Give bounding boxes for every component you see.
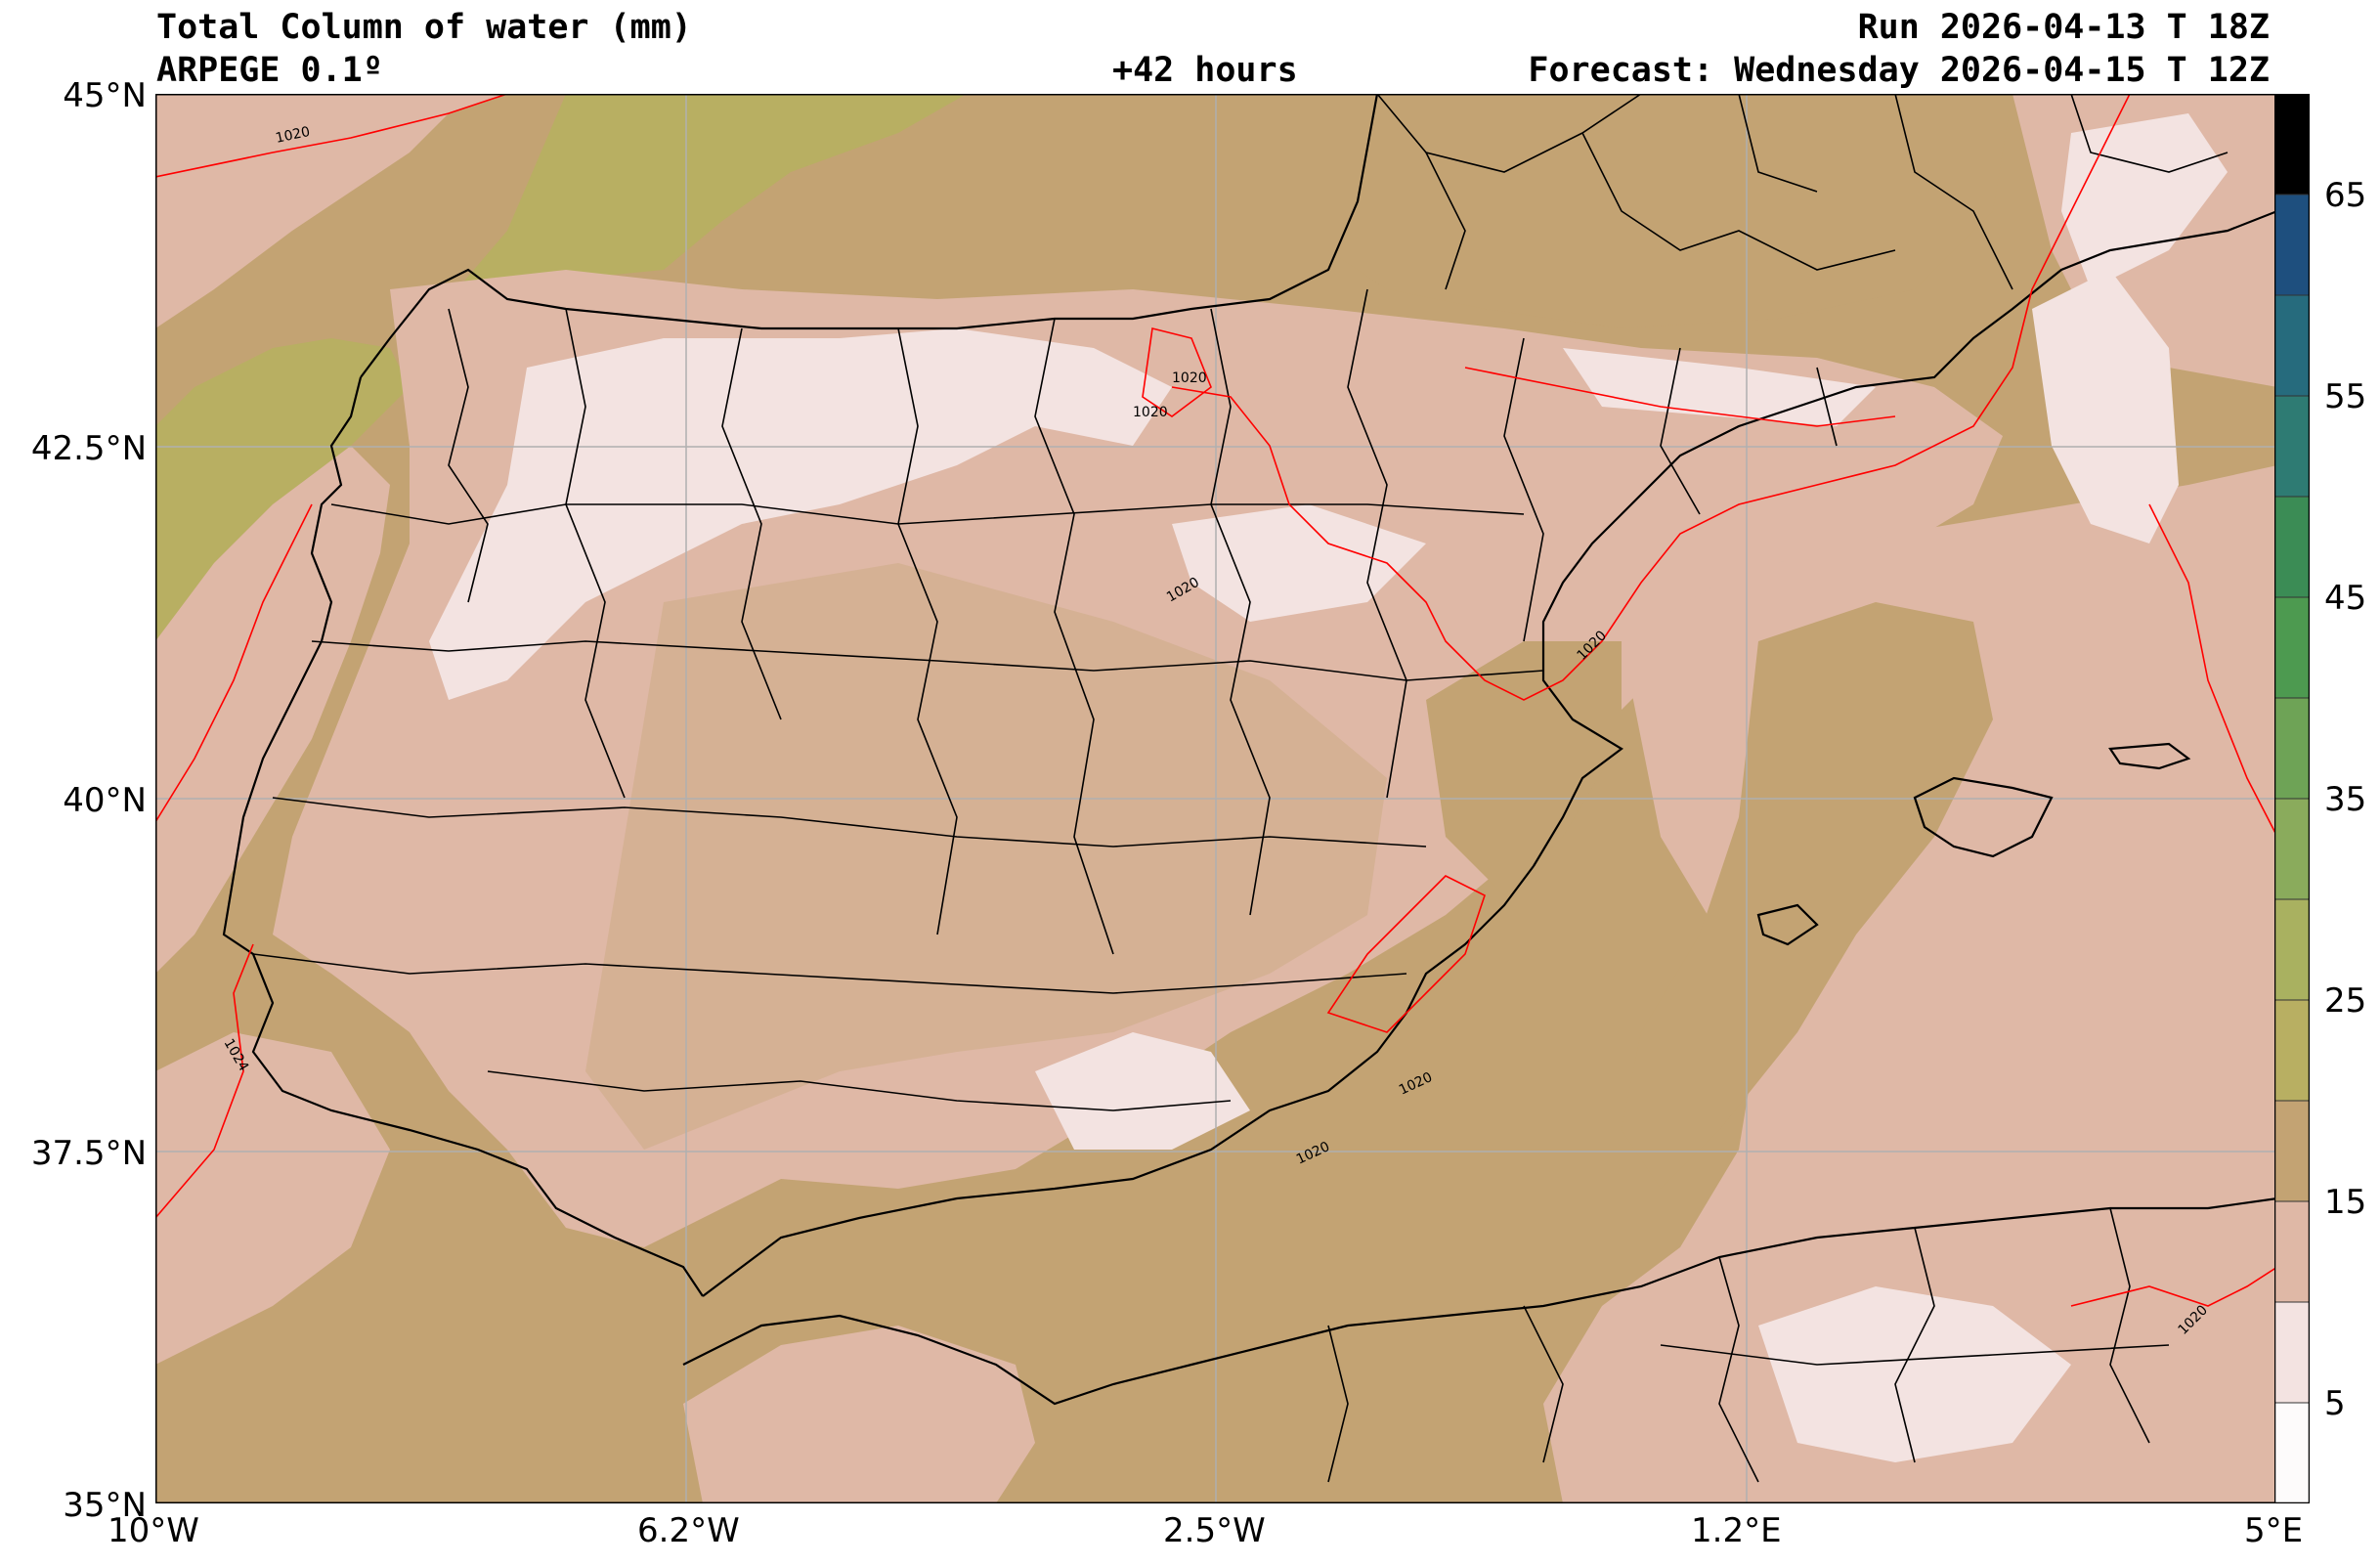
field-iberia-5-10-central <box>1172 504 1426 622</box>
colorbar-band <box>2274 497 2310 597</box>
field-atlantic-10-15 <box>155 94 507 328</box>
field-iberia-5-10-north <box>429 328 1172 700</box>
colorbar-band <box>2274 94 2310 195</box>
field-gulf-lion-dry <box>2061 113 2228 289</box>
field-levant-15-20 <box>1426 641 1622 895</box>
coast-iberia-east <box>1533 209 2277 867</box>
field-north-africa-dry <box>1758 1286 2071 1462</box>
colorbar-band <box>2274 1403 2310 1503</box>
colorbar-tick-label: 45 <box>2324 579 2367 618</box>
field-morocco-west <box>683 1326 1035 1503</box>
isobars <box>155 94 2277 1307</box>
map-title: Total Column of water (mm) <box>156 8 692 47</box>
lon-label: 1.2°E <box>1691 1511 1782 1550</box>
coast-mallorca <box>1913 776 2054 858</box>
isobar-1020-atlantic-north <box>155 94 508 178</box>
graticule <box>155 94 2277 1503</box>
colorbar-tick-label: 35 <box>2324 780 2367 819</box>
colorbar-tick-label: 65 <box>2324 176 2367 215</box>
model-name: ARPEGE 0.1º <box>156 51 383 90</box>
isobar-1020-balearic <box>2148 503 2277 838</box>
colorbar-band <box>2274 1000 2310 1101</box>
colorbar-band <box>2274 1302 2310 1403</box>
forecast-lead-time: +42 hours <box>1112 51 1298 90</box>
field-iberia-15-20-centre <box>585 563 1387 1150</box>
isobar-1020-ebro <box>1171 94 2131 701</box>
colorbar-band <box>2274 1101 2310 1201</box>
colorbar <box>2274 94 2310 1503</box>
colorbar-band <box>2274 597 2310 698</box>
isobar-1020-southeast <box>1326 875 1486 1033</box>
lat-label: 40°N <box>63 781 147 820</box>
field-iberia-5-10-south <box>1035 1032 1250 1150</box>
colorbar-band <box>2274 396 2310 497</box>
lon-label: 5°E <box>2244 1511 2304 1550</box>
isobar-1020-pyrenees <box>1464 367 1896 427</box>
colorbar-band <box>2274 195 2310 295</box>
field-balear-dry <box>2032 270 2179 544</box>
isobar-label: 1020 <box>1172 370 1207 386</box>
colorbar-band <box>2274 295 2310 396</box>
field-med-15-20-band <box>1622 602 1993 1189</box>
coast-north-africa <box>682 1196 2277 1406</box>
colorbar-band <box>2274 899 2310 1000</box>
forecast-valid-time: Forecast: Wednesday 2026-04-15 T 12Z <box>1528 51 2270 90</box>
coast-menorca <box>2108 742 2191 770</box>
isobar-1024-coast <box>155 943 254 1219</box>
colorbar-frame <box>2274 94 2310 1503</box>
coast-iberia-south <box>702 865 1535 1297</box>
isobar-1020-africa <box>2070 1266 2277 1307</box>
admin-borders <box>252 94 2229 1483</box>
coast-iberia-west <box>222 376 704 1297</box>
field-atlantic-south <box>155 1032 390 1365</box>
colorbar-band <box>2274 1201 2310 1302</box>
colorbar-tick-label: 15 <box>2324 1183 2367 1222</box>
lat-label: 35°N <box>63 1486 147 1525</box>
isobar-label: 1020 <box>275 124 312 147</box>
run-time: Run 2026-04-13 T 18Z <box>1857 8 2270 47</box>
lat-label: 42.5°N <box>30 429 147 468</box>
isobar-label: 1020 <box>1133 405 1168 420</box>
colorbar-tick-label: 25 <box>2324 981 2367 1021</box>
lon-label: 2.5°W <box>1163 1511 1266 1550</box>
colorbar-tick-label: 5 <box>2324 1384 2346 1423</box>
coast-ibiza <box>1756 903 1819 946</box>
coastlines <box>222 94 2277 1406</box>
field-atlantic-coast <box>155 446 390 974</box>
field-atlantic-20-25 <box>155 338 410 641</box>
lat-label: 45°N <box>63 76 147 115</box>
lon-label: 10°W <box>108 1511 199 1550</box>
isobar-1020-basque <box>1142 327 1212 417</box>
colorbar-band <box>2274 799 2310 899</box>
colorbar-band <box>2274 698 2310 799</box>
lat-label: 37.5°N <box>30 1134 147 1173</box>
coast-iberia-north <box>360 94 1379 378</box>
field-france-brown <box>1328 94 2012 328</box>
lon-label: 6.2°W <box>637 1511 740 1550</box>
map-panel: 1020 1020 1020 1020 1020 1020 1020 1024 … <box>155 94 2277 1503</box>
isobar-1020-coast-west <box>155 503 313 823</box>
field-atlantic-20-25-north <box>449 94 967 299</box>
colorbar-tick-label: 55 <box>2324 377 2367 416</box>
